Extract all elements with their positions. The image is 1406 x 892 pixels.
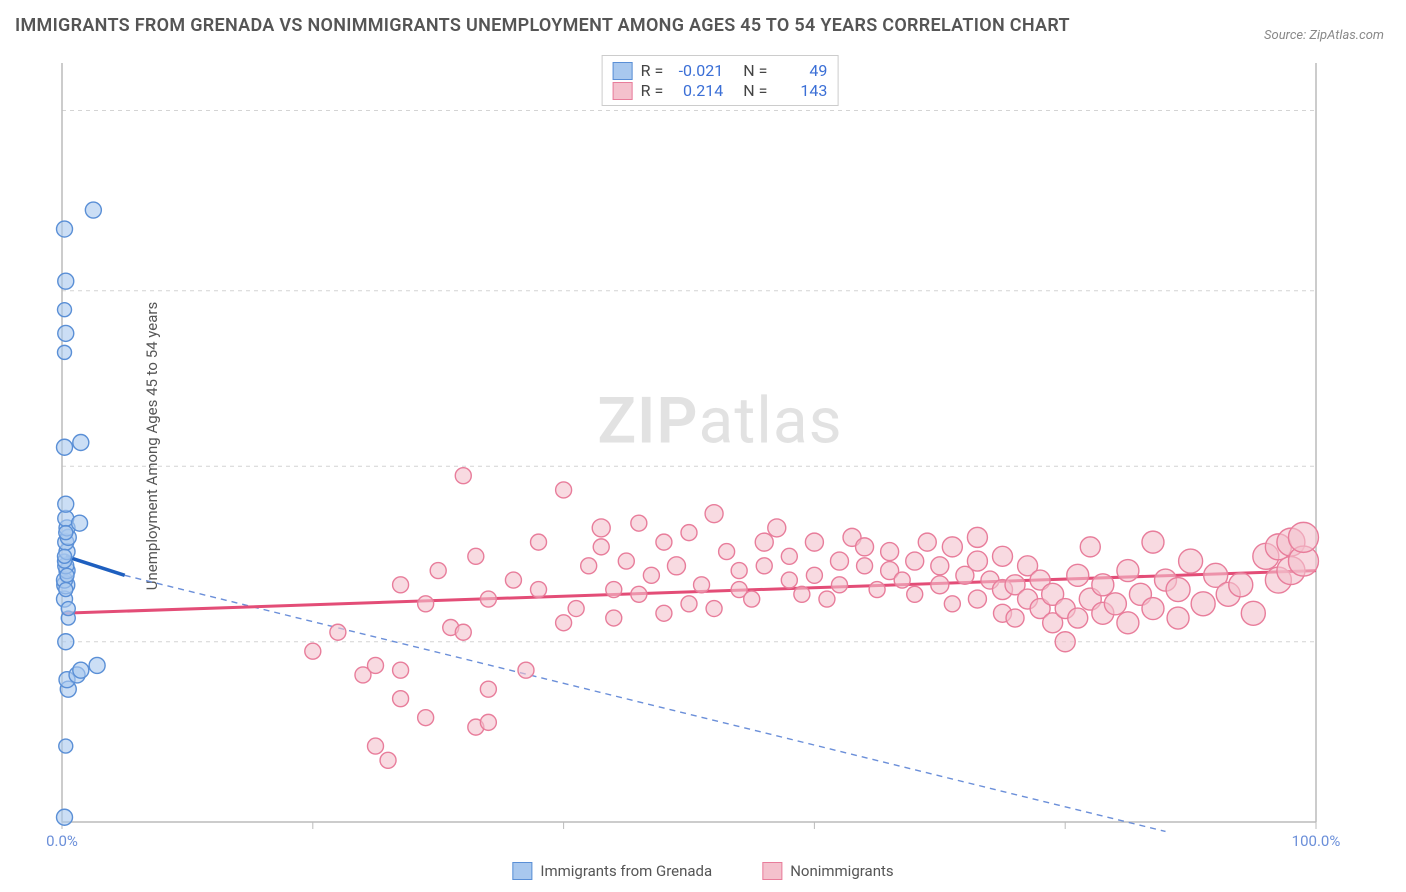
source-attribution: Source: ZipAtlas.com <box>1264 28 1384 43</box>
legend-row-2: R = 0.214 N = 143 <box>613 81 828 100</box>
scatter-chart-svg <box>54 55 1386 850</box>
bottom-legend: Immigrants from Grenada Nonimmigrants <box>512 862 893 880</box>
chart-title: IMMIGRANTS FROM GRENADA VS NONIMMIGRANTS… <box>15 15 1070 36</box>
chart-area: ZIPatlas R = -0.021 N = 49 R = 0.214 N =… <box>54 55 1386 850</box>
legend-swatch-2 <box>613 82 633 100</box>
bottom-legend-item-2: Nonimmigrants <box>762 862 893 880</box>
bottom-legend-item-1: Immigrants from Grenada <box>512 862 712 880</box>
legend-swatch-1 <box>613 62 633 80</box>
bottom-swatch-1 <box>512 862 532 880</box>
bottom-swatch-2 <box>762 862 782 880</box>
x-tick-label-min: 0.0% <box>46 832 78 850</box>
legend-row-1: R = -0.021 N = 49 <box>613 61 828 80</box>
x-tick-label-max: 100.0% <box>1292 832 1341 850</box>
correlation-legend: R = -0.021 N = 49 R = 0.214 N = 143 <box>602 55 839 106</box>
